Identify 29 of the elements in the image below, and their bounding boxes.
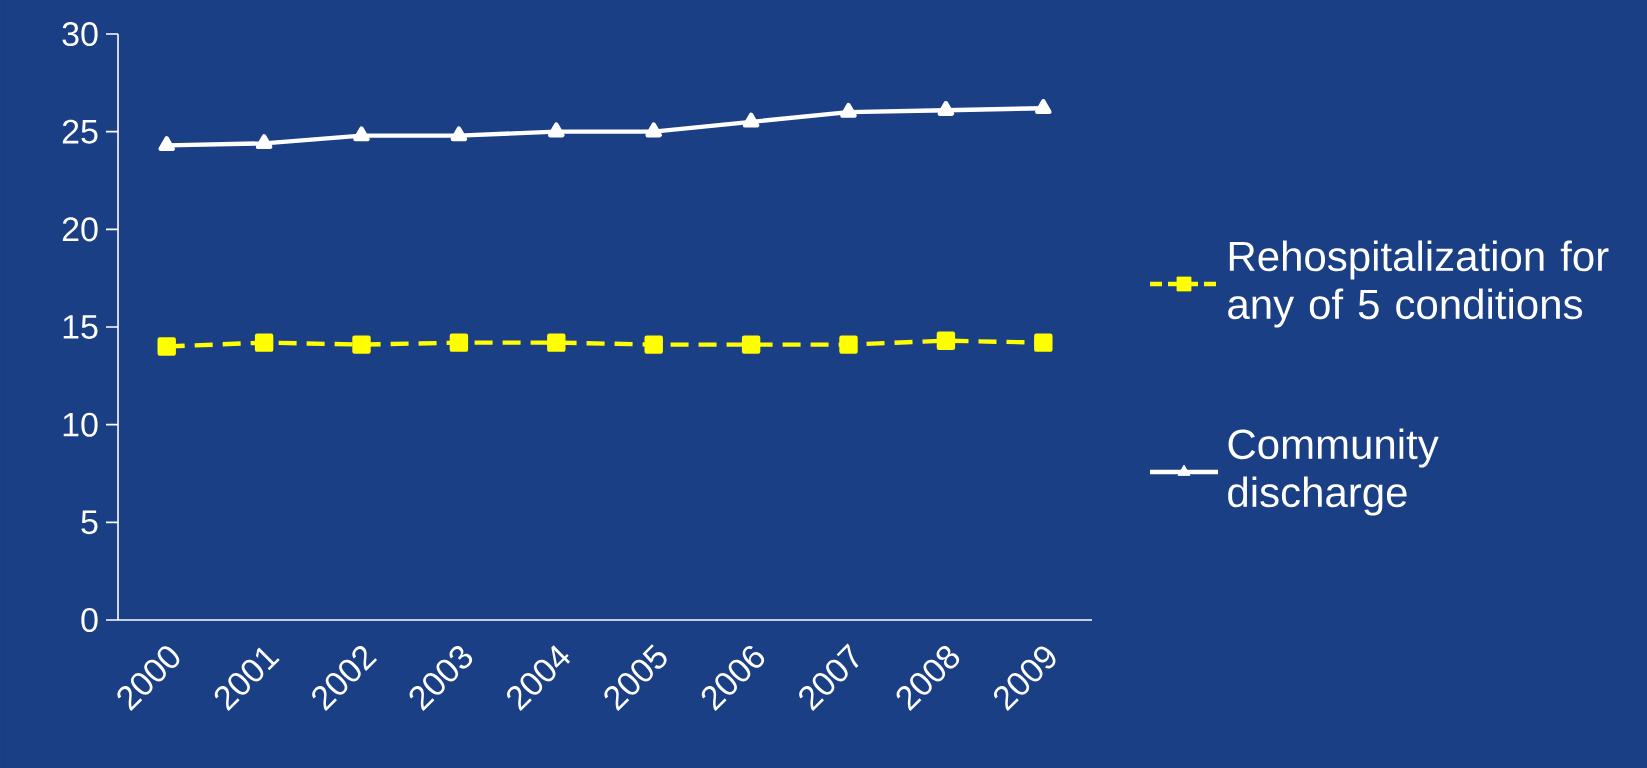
point — [157, 337, 176, 356]
point — [449, 333, 469, 352]
point — [254, 333, 274, 352]
point — [839, 335, 858, 354]
point — [255, 134, 273, 150]
point — [548, 122, 565, 138]
y-tick-label: 15 — [63, 315, 98, 339]
y-tick-label: 5 — [81, 510, 98, 535]
point — [840, 102, 857, 118]
legend-label: Community discharge — [1228, 428, 1439, 516]
point — [937, 100, 955, 116]
point — [936, 331, 956, 350]
point — [645, 122, 662, 138]
point — [741, 335, 761, 354]
y-tick-label: 25 — [62, 119, 98, 144]
point — [1034, 333, 1053, 352]
point — [547, 333, 566, 352]
point — [450, 126, 468, 142]
point — [158, 136, 175, 152]
point — [644, 335, 663, 354]
y-tick-label: 0 — [81, 607, 98, 633]
point — [742, 112, 760, 128]
y-tick-label: 20 — [62, 217, 98, 242]
point — [1035, 99, 1052, 114]
y-tick-label: 30 — [62, 21, 98, 47]
legend-label: Rehospitalization for any of 5 conditions — [1228, 240, 1609, 328]
y-tick-label: 10 — [63, 412, 98, 437]
point — [353, 126, 370, 142]
point — [352, 335, 371, 354]
